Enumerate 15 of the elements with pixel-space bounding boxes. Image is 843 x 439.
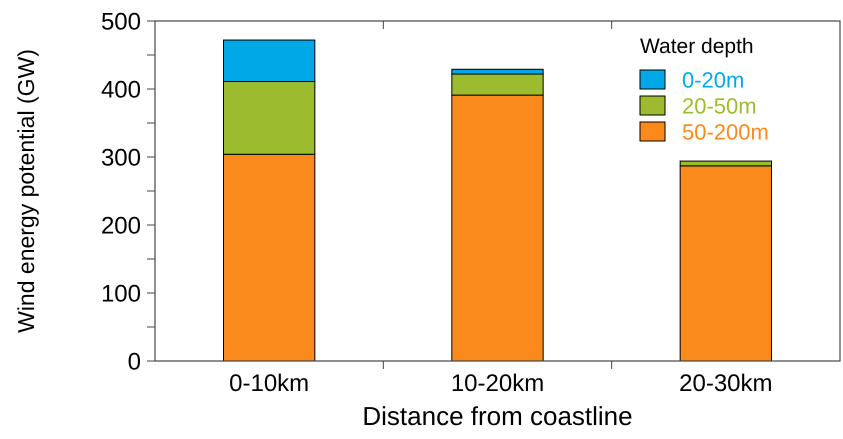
y-tick-label: 300	[100, 144, 141, 172]
x-tick-label: 0-10km	[229, 370, 310, 397]
y-tick-label: 0	[128, 348, 141, 376]
y-tick-label: 500	[100, 8, 141, 36]
legend-title: Water depth	[640, 35, 754, 58]
legend-label: 50-200m	[682, 120, 769, 145]
legend-label: 20-50m	[682, 94, 757, 119]
x-tick-label: 10-20km	[450, 370, 544, 397]
legend-label: 0-20m	[682, 68, 744, 93]
y-tick-label: 100	[100, 280, 141, 308]
y-tick-label: 400	[100, 76, 141, 104]
x-tick-label: 20-30km	[679, 370, 773, 397]
y-tick-label: 200	[100, 212, 141, 240]
y-axis-title: Wind energy potential (GW)	[13, 49, 39, 333]
x-axis-title: Distance from coastline	[362, 401, 633, 431]
